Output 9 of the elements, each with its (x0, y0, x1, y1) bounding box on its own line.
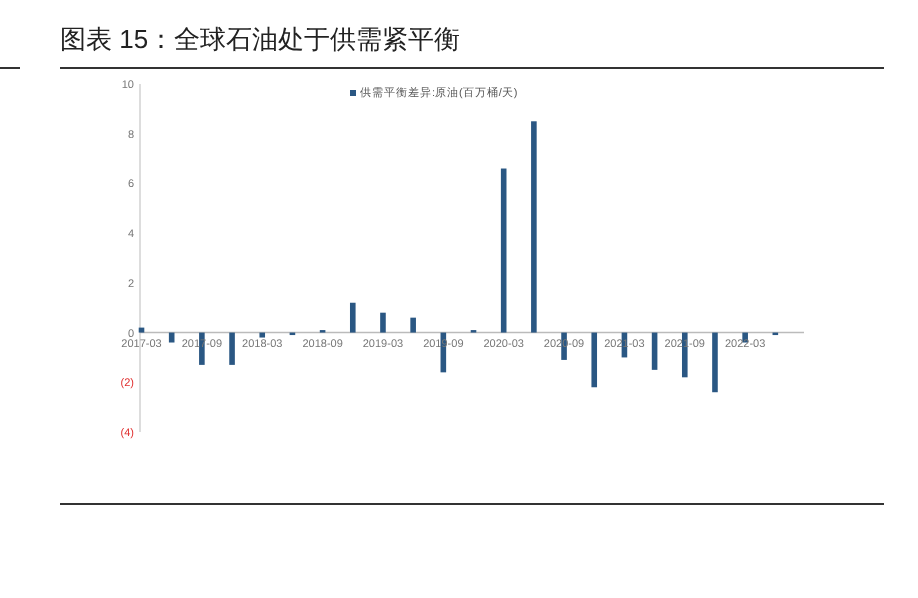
bar (410, 317, 416, 333)
bar (531, 121, 537, 333)
bar (380, 312, 386, 333)
bar (259, 332, 266, 338)
bar (591, 332, 598, 388)
bar (229, 332, 235, 365)
bar (349, 302, 356, 333)
chart-title: 图表 15：全球石油处于供需紧平衡 (60, 24, 461, 54)
bar (712, 332, 718, 393)
